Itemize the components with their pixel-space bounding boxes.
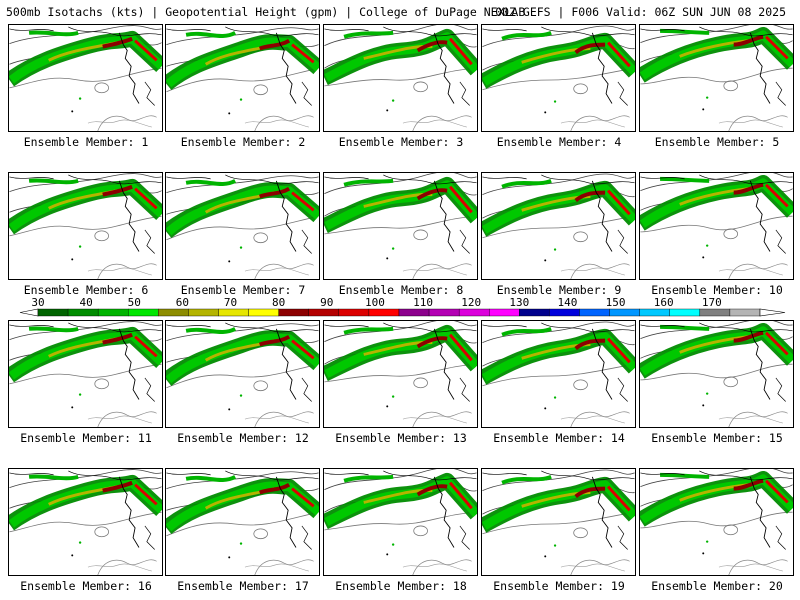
colorbar-tick-label: 60 (175, 296, 190, 309)
ensemble-map-17 (165, 468, 320, 576)
colorbar-segment (699, 308, 731, 317)
ensemble-member-label: Ensemble Member: 9 (496, 283, 622, 297)
ensemble-map-7 (165, 172, 320, 280)
colorbar-tick-label: 140 (557, 296, 578, 309)
ensemble-map-8 (323, 172, 478, 280)
ensemble-member-label: Ensemble Member: 17 (177, 579, 309, 593)
colorbar-low-arrow (19, 308, 39, 317)
colorbar-tick-label: 170 (701, 296, 722, 309)
ensemble-member-label: Ensemble Member: 16 (20, 579, 152, 593)
ensemble-map-5 (639, 24, 794, 132)
colorbar-tick-label: 30 (31, 296, 45, 309)
ensemble-map-14 (481, 320, 636, 428)
ensemble-member-label: Ensemble Member: 4 (496, 135, 622, 149)
isotach-colorbar: 30 40 50 60 70 80 90 100 110 120 130 140 150 160 170 (0, 296, 800, 320)
ensemble-map-11 (8, 320, 163, 428)
colorbar-segment (67, 308, 99, 317)
colorbar-segment (489, 308, 520, 317)
colorbar-segment (519, 308, 550, 317)
ensemble-map-19 (481, 468, 636, 576)
colorbar-high-arrow (759, 308, 786, 317)
ensemble-map-6 (8, 172, 163, 280)
ensemble-member-label: Ensemble Member: 11 (20, 431, 152, 445)
colorbar-segment (428, 308, 460, 317)
colorbar-tick-label: 90 (320, 296, 334, 309)
colorbar-segment (579, 308, 610, 317)
colorbar-tick-label: 100 (364, 296, 385, 309)
ensemble-member-label: Ensemble Member: 19 (493, 579, 625, 593)
map-title: 500mb Isotachs (kts) | Geopotential Heig… (6, 5, 526, 19)
colorbar-segment (218, 308, 249, 317)
colorbar-segment (639, 308, 670, 317)
ensemble-member-label: Ensemble Member: 12 (177, 431, 309, 445)
colorbar-segment (308, 308, 340, 317)
colorbar-segment (549, 308, 580, 317)
header: 500mb Isotachs (kts) | Geopotential Heig… (0, 0, 800, 22)
ensemble-member-label: Ensemble Member: 1 (23, 135, 149, 149)
ensemble-member-label: Ensemble Member: 10 (651, 283, 783, 297)
colorbar-segment (278, 308, 309, 317)
colorbar-segment (188, 308, 219, 317)
ensemble-map-9 (481, 172, 636, 280)
model-run-info: 00Z GEFS | F006 Valid: 06Z SUN JUN 08 20… (495, 5, 786, 19)
ensemble-map-13 (323, 320, 478, 428)
ensemble-map-4 (481, 24, 636, 132)
colorbar-segment (248, 308, 279, 317)
ensemble-map-12 (165, 320, 320, 428)
ensemble-member-label: Ensemble Member: 8 (338, 283, 464, 297)
ensemble-member-label: Ensemble Member: 5 (654, 135, 780, 149)
colorbar-segment (97, 308, 129, 317)
ensemble-member-label: Ensemble Member: 7 (180, 283, 306, 297)
ensemble-member-label: Ensemble Member: 13 (335, 431, 467, 445)
ensemble-member-label: Ensemble Member: 15 (651, 431, 783, 445)
colorbar-segment (729, 308, 761, 317)
ensemble-map-16 (8, 468, 163, 576)
colorbar-segment (669, 308, 701, 317)
colorbar-tick-label: 150 (605, 296, 626, 309)
colorbar-graphic (19, 308, 786, 317)
ensemble-map-10 (639, 172, 794, 280)
colorbar-segment (458, 308, 490, 317)
ensemble-map-20 (639, 468, 794, 576)
colorbar-segment (368, 308, 400, 317)
ensemble-member-label: Ensemble Member: 6 (23, 283, 149, 297)
ensemble-map-18 (323, 468, 478, 576)
colorbar-segment (158, 308, 189, 317)
colorbar-tick-label: 50 (127, 296, 141, 309)
colorbar-segment (37, 308, 69, 317)
ensemble-member-label: Ensemble Member: 18 (335, 579, 467, 593)
ensemble-member-label: Ensemble Member: 14 (493, 431, 625, 445)
ensemble-map-15 (639, 320, 794, 428)
colorbar-tick-label: 160 (653, 296, 674, 309)
colorbar-segment (338, 308, 370, 317)
colorbar-segment (128, 308, 159, 317)
ensemble-map-3 (323, 24, 478, 132)
ensemble-map-1 (8, 24, 163, 132)
ensemble-map-2 (165, 24, 320, 132)
ensemble-member-label: Ensemble Member: 3 (338, 135, 464, 149)
colorbar-tick-label: 120 (461, 296, 482, 309)
colorbar-segment (609, 308, 640, 317)
ensemble-member-label: Ensemble Member: 2 (180, 135, 306, 149)
colorbar-tick-label: 40 (79, 296, 93, 309)
colorbar-tick-label: 110 (413, 296, 433, 309)
ensemble-member-label: Ensemble Member: 20 (651, 579, 783, 593)
colorbar-tick-label: 70 (223, 296, 238, 309)
colorbar-tick-label: 80 (272, 296, 286, 309)
colorbar-tick-label: 130 (509, 296, 530, 309)
colorbar-segment (398, 308, 430, 317)
